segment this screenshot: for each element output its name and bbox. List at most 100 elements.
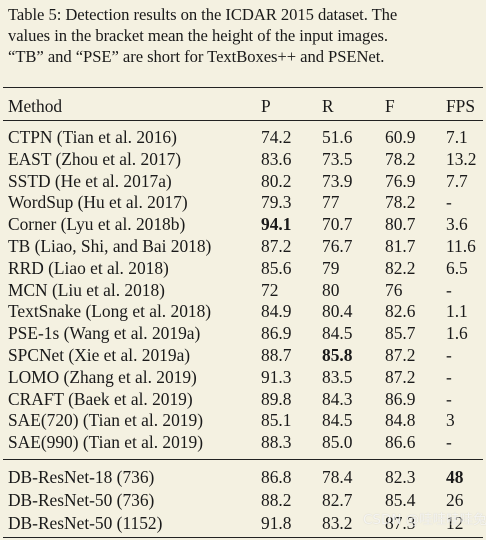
cell-f: 76 [385, 279, 403, 300]
cell-r: 51.6 [322, 127, 353, 147]
cell-p: 88.7 [261, 345, 292, 365]
cell-r: 85.0 [322, 432, 353, 453]
caption-line-2: values in the bracket mean the height of… [8, 26, 389, 45]
cell-f: 82.3 [385, 467, 416, 487]
table-row: DB-ResNet-50 (1152) 91.8 83.2 87.3 12 [0, 512, 486, 534]
cell-p: 83.6 [261, 148, 292, 169]
cell-p: 86.8 [261, 467, 292, 487]
table-row: PSE-1s (Wang et al. 2019a) 86.9 84.5 85.7 1.… [0, 322, 486, 344]
cell-p: 88.2 [261, 490, 292, 511]
cell-p: 85.6 [261, 257, 292, 278]
cell-f: 81.7 [385, 236, 416, 256]
cell-f: 82.2 [385, 257, 416, 278]
table-row: RRD (Liao et al. 2018) 85.6 79 82.2 6.5 [0, 257, 486, 279]
cell-method: MCN (Liu et al. 2018) [8, 279, 165, 300]
cell-fps: 11.6 [446, 236, 476, 256]
cell-fps: 6.5 [446, 257, 468, 278]
cell-f: 60.9 [385, 127, 416, 147]
cell-f: 78.2 [385, 192, 416, 213]
cell-fps: 7.7 [446, 170, 468, 191]
cell-method: RRD (Liao et al. 2018) [8, 257, 169, 278]
cell-fps: 7.1 [446, 127, 468, 147]
cell-p: 80.2 [261, 170, 292, 191]
cell-p: 91.8 [261, 513, 292, 534]
cell-r: 80.4 [322, 301, 353, 322]
cell-r: 77 [322, 192, 340, 213]
cell-fps: 1.1 [446, 301, 468, 322]
table-row: CTPN (Tian et al. 2016) 74.2 51.6 60.9 7.1 [0, 126, 486, 148]
header-r: R [322, 96, 334, 116]
cell-fps: 48 [446, 467, 464, 487]
cell-f: 87.3 [385, 513, 416, 534]
cell-method: SSTD (He et al. 2017a) [8, 170, 172, 191]
cell-fps: 1.6 [446, 323, 468, 344]
cell-f: 87.2 [385, 345, 416, 365]
cell-p: 84.9 [261, 301, 292, 322]
table-caption: Table 5: Detection results on the ICDAR … [8, 4, 482, 67]
cell-fps: 3 [446, 410, 455, 431]
table-row: DB-ResNet-18 (736) 86.8 78.4 82.3 48 [0, 466, 486, 488]
cell-method: SAE(990) (Tian et al. 2019) [8, 432, 203, 453]
table-row: MCN (Liu et al. 2018) 72 80 76 - [0, 279, 486, 301]
cell-method: DB-ResNet-50 (1152) [8, 513, 163, 534]
cell-r: 84.5 [322, 323, 353, 344]
table-header-row: Method P R F FPS [0, 95, 486, 117]
table-group-rule [3, 459, 483, 461]
cell-f: 78.2 [385, 148, 416, 169]
cell-p: 89.8 [261, 388, 292, 409]
cell-fps: 12 [446, 513, 464, 534]
table-row: SAE(990) (Tian et al. 2019) 88.3 85.0 86.6 - [0, 431, 486, 453]
table-row: WordSup (Hu et al. 2017) 79.3 77 78.2 - [0, 191, 486, 213]
cell-f: 85.7 [385, 323, 416, 344]
cell-r: 83.5 [322, 366, 353, 387]
cell-fps: 26 [446, 490, 464, 511]
header-p: P [261, 96, 271, 116]
cell-fps: - [446, 388, 452, 409]
header-fps: FPS [446, 96, 476, 116]
table-bottom-rule [3, 537, 483, 539]
cell-r: 84.5 [322, 410, 353, 431]
caption-line-1: Table 5: Detection results on the ICDAR … [8, 5, 398, 24]
cell-r: 70.7 [322, 214, 353, 235]
cell-r: 82.7 [322, 490, 353, 511]
cell-f: 85.4 [385, 490, 416, 511]
header-f: F [385, 96, 395, 116]
cell-f: 86.6 [385, 432, 416, 453]
table-row: SSTD (He et al. 2017a) 80.2 73.9 76.9 7.7 [0, 170, 486, 192]
cell-f: 87.2 [385, 366, 416, 387]
watermark: CSDN @哇哇哇哇兔 [363, 512, 486, 528]
table-row: Corner (Lyu et al. 2018b) 94.1 70.7 80.7 3.6 [0, 213, 486, 235]
cell-p: 74.2 [261, 127, 292, 147]
table-row: LOMO (Zhang et al. 2019) 91.3 83.5 87.2 - [0, 366, 486, 388]
cell-r: 76.7 [322, 236, 353, 256]
cell-r: 83.2 [322, 513, 353, 534]
cell-f: 86.9 [385, 388, 416, 409]
cell-p: 87.2 [261, 236, 292, 256]
cell-p: 86.9 [261, 323, 292, 344]
cell-method: WordSup (Hu et al. 2017) [8, 192, 188, 213]
cell-fps: 3.6 [446, 214, 468, 235]
cell-fps: - [446, 366, 452, 387]
cell-fps: 13.2 [446, 148, 477, 169]
table-top-rule [3, 87, 483, 89]
cell-method: PSE-1s (Wang et al. 2019a) [8, 323, 201, 344]
cell-method: DB-ResNet-50 (736) [8, 490, 155, 511]
table-row: CRAFT (Baek et al. 2019) 89.8 84.3 86.9 - [0, 388, 486, 410]
cell-method: EAST (Zhou et al. 2017) [8, 148, 182, 169]
cell-r: 84.3 [322, 388, 353, 409]
cell-p: 85.1 [261, 410, 292, 431]
cell-method: CRAFT (Baek et al. 2019) [8, 388, 193, 409]
header-method: Method [8, 96, 63, 116]
cell-fps: - [446, 345, 452, 365]
cell-r: 85.8 [322, 345, 353, 365]
cell-method: LOMO (Zhang et al. 2019) [8, 366, 197, 387]
cell-p: 94.1 [261, 214, 292, 235]
cell-method: SAE(720) (Tian et al. 2019) [8, 410, 203, 431]
cell-method: TextSnake (Long et al. 2018) [8, 301, 212, 322]
table-row: EAST (Zhou et al. 2017) 83.6 73.5 78.2 13.2 [0, 148, 486, 170]
cell-r: 80 [322, 279, 340, 300]
cell-r: 73.5 [322, 148, 353, 169]
cell-f: 84.8 [385, 410, 416, 431]
table-row: SAE(720) (Tian et al. 2019) 85.1 84.5 84.8 3 [0, 409, 486, 431]
cell-f: 80.7 [385, 214, 416, 235]
